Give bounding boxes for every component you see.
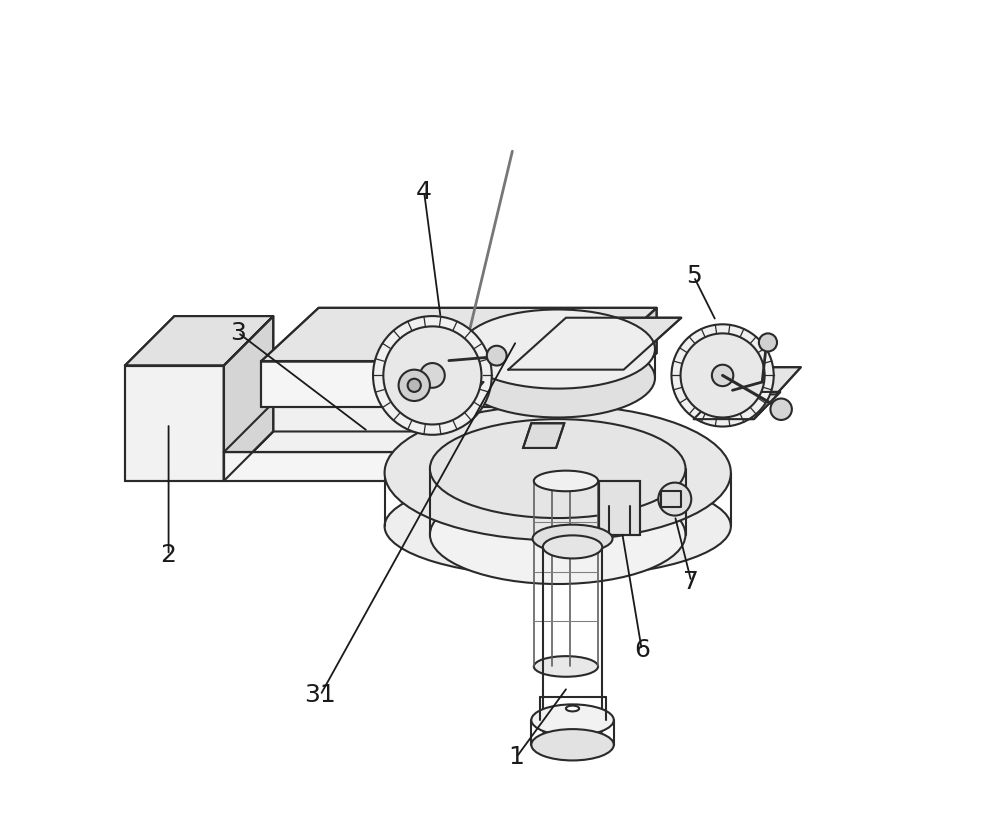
Circle shape xyxy=(770,398,792,420)
Ellipse shape xyxy=(385,476,731,577)
Ellipse shape xyxy=(460,339,655,417)
Ellipse shape xyxy=(712,364,733,386)
Ellipse shape xyxy=(533,525,613,553)
Circle shape xyxy=(399,369,430,401)
Ellipse shape xyxy=(534,471,598,491)
Polygon shape xyxy=(224,403,599,452)
Ellipse shape xyxy=(385,405,731,540)
Text: 1: 1 xyxy=(509,745,524,769)
Polygon shape xyxy=(706,367,801,394)
Ellipse shape xyxy=(373,316,492,435)
Ellipse shape xyxy=(430,485,686,584)
Ellipse shape xyxy=(543,719,602,741)
Ellipse shape xyxy=(420,363,445,388)
Polygon shape xyxy=(261,308,657,361)
Ellipse shape xyxy=(543,535,602,559)
Text: 3: 3 xyxy=(230,320,246,344)
Polygon shape xyxy=(399,382,484,411)
Ellipse shape xyxy=(671,325,774,427)
Text: 5: 5 xyxy=(686,265,702,289)
Polygon shape xyxy=(661,491,681,507)
Ellipse shape xyxy=(460,310,655,388)
Polygon shape xyxy=(523,423,564,448)
Ellipse shape xyxy=(430,419,686,518)
Circle shape xyxy=(408,378,421,392)
Text: 7: 7 xyxy=(683,569,699,593)
Text: 2: 2 xyxy=(161,543,177,567)
Polygon shape xyxy=(224,316,273,481)
Polygon shape xyxy=(599,308,657,407)
Ellipse shape xyxy=(534,657,598,676)
Circle shape xyxy=(658,482,691,515)
Text: 6: 6 xyxy=(634,638,650,662)
Text: 31: 31 xyxy=(304,683,336,707)
Circle shape xyxy=(487,346,507,365)
Polygon shape xyxy=(261,361,599,407)
Ellipse shape xyxy=(531,705,614,735)
Polygon shape xyxy=(224,452,549,481)
Circle shape xyxy=(759,334,777,352)
Polygon shape xyxy=(125,365,224,481)
Ellipse shape xyxy=(383,326,481,424)
Polygon shape xyxy=(224,432,599,481)
Ellipse shape xyxy=(681,334,765,417)
Polygon shape xyxy=(125,316,273,365)
Polygon shape xyxy=(694,392,780,419)
Polygon shape xyxy=(599,481,640,535)
Ellipse shape xyxy=(531,729,614,760)
Text: 4: 4 xyxy=(416,180,432,204)
Ellipse shape xyxy=(566,706,579,711)
Polygon shape xyxy=(508,318,681,369)
